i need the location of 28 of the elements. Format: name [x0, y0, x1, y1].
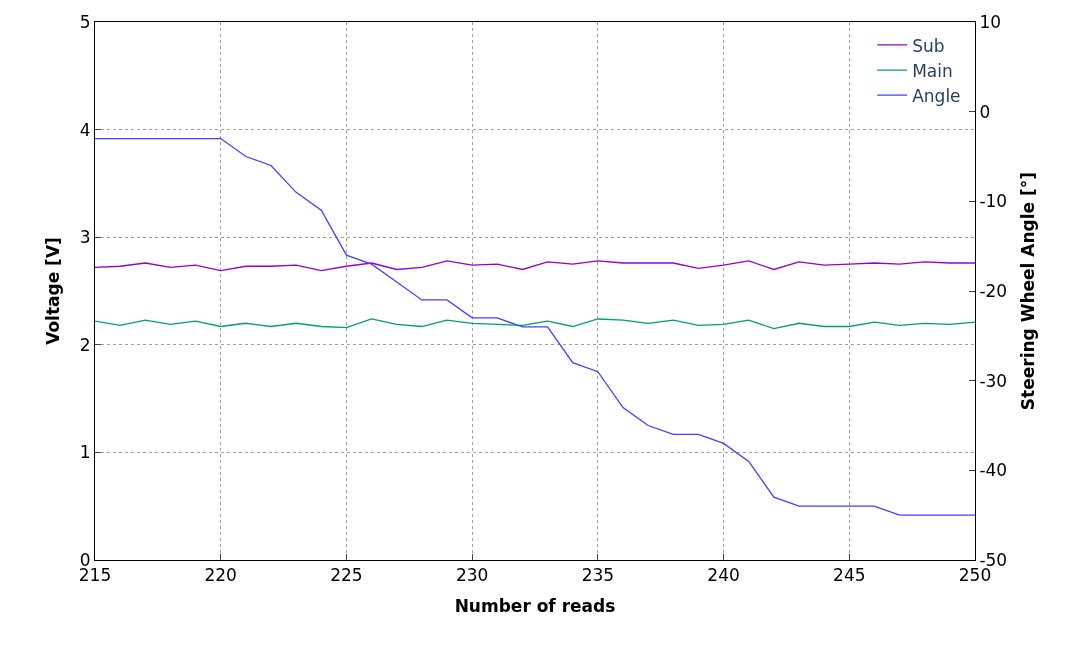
line-series — [95, 137, 975, 516]
x-tick-label: 245 — [833, 565, 866, 586]
x-tick-label: 235 — [581, 565, 615, 586]
y-tick-label: 4 — [79, 119, 91, 140]
line-series — [95, 318, 975, 330]
x-tick-label: 215 — [78, 565, 112, 586]
y-tick-label: 3 — [79, 227, 91, 248]
y2-tick-label: -10 — [979, 191, 1008, 212]
x-tick-label: 250 — [958, 565, 992, 586]
y-tick-label: 2 — [79, 334, 91, 355]
y-tick-label: 1 — [79, 442, 91, 463]
x-tick-label: 240 — [707, 565, 740, 586]
x-tick-label: 225 — [330, 565, 363, 586]
legend-label: Sub — [912, 35, 945, 56]
y2-tick-label: -40 — [979, 460, 1008, 481]
x-axis-title: Number of reads — [454, 595, 616, 616]
y2-axis-title: Steering Wheel Angle [°] — [1017, 171, 1038, 411]
x-tick-label: 220 — [204, 565, 237, 586]
y-axis-title: Voltage [V] — [43, 237, 64, 345]
x-tick-label: 230 — [455, 565, 489, 586]
y2-tick-label: 10 — [979, 11, 1002, 32]
y2-tick-label: -20 — [979, 280, 1008, 301]
y2-tick-label: -30 — [979, 370, 1008, 391]
y2-tick-label: 0 — [979, 101, 991, 122]
legend-label: Main — [912, 60, 953, 81]
y-tick-label: 5 — [79, 11, 91, 32]
line-series — [95, 260, 975, 272]
legend-label: Angle — [912, 85, 961, 106]
